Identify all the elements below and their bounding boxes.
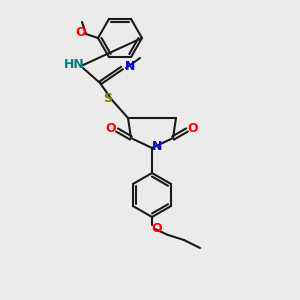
Text: S: S: [103, 92, 112, 104]
Text: N: N: [152, 140, 162, 152]
Text: HN: HN: [64, 58, 84, 71]
Text: O: O: [188, 122, 198, 134]
Text: O: O: [106, 122, 116, 134]
Text: O: O: [152, 221, 162, 235]
Text: N: N: [125, 59, 135, 73]
Text: O: O: [76, 26, 86, 38]
